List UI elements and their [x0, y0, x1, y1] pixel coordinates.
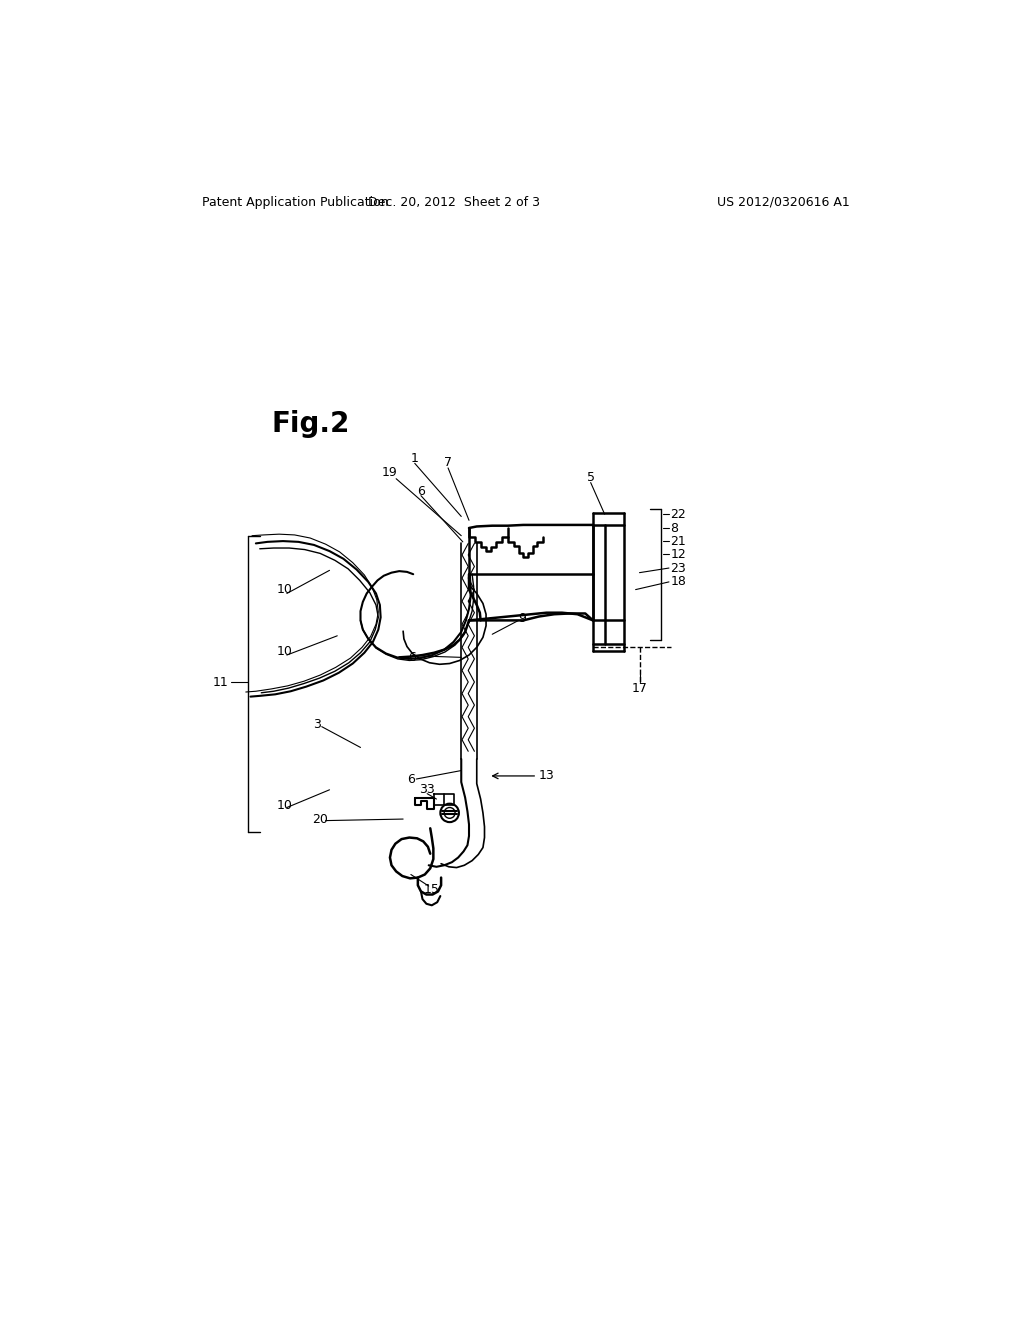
Text: Patent Application Publication: Patent Application Publication	[202, 195, 388, 209]
Text: 10: 10	[276, 644, 293, 657]
Text: 13: 13	[539, 770, 555, 783]
Text: 6: 6	[407, 772, 415, 785]
Text: 21: 21	[671, 535, 686, 548]
Text: 33: 33	[419, 783, 435, 796]
Text: 3: 3	[313, 718, 322, 731]
Text: 6: 6	[408, 651, 416, 664]
Text: 19: 19	[382, 466, 398, 479]
Text: 10: 10	[276, 799, 293, 812]
Text: 15: 15	[424, 883, 439, 896]
Text: Fig.2: Fig.2	[271, 411, 350, 438]
Text: 7: 7	[444, 455, 452, 469]
Text: 9: 9	[518, 612, 525, 626]
Text: 5: 5	[588, 471, 595, 484]
Text: US 2012/0320616 A1: US 2012/0320616 A1	[717, 195, 850, 209]
Text: 11: 11	[213, 676, 228, 689]
Text: 10: 10	[276, 583, 293, 597]
Text: 22: 22	[671, 508, 686, 520]
Text: 12: 12	[671, 548, 686, 561]
Text: 8: 8	[671, 521, 679, 535]
Text: 17: 17	[632, 681, 647, 694]
Text: 1: 1	[411, 453, 419, 465]
Text: 18: 18	[671, 576, 686, 589]
Text: Dec. 20, 2012  Sheet 2 of 3: Dec. 20, 2012 Sheet 2 of 3	[368, 195, 540, 209]
Text: 20: 20	[312, 813, 328, 825]
Text: 6: 6	[417, 484, 425, 498]
Text: 23: 23	[671, 561, 686, 574]
